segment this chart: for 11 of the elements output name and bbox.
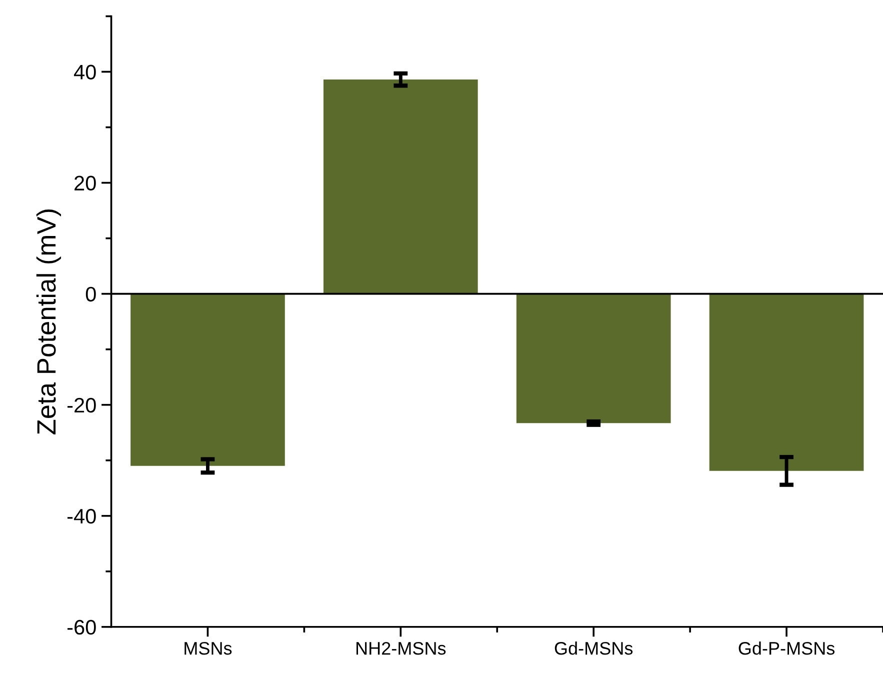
y-tick-label: 40 (74, 64, 96, 80)
y-tick-label: -40 (67, 508, 96, 524)
y-tick-label: 20 (74, 176, 96, 191)
x-tick-label: MSNs (184, 642, 232, 655)
x-tick-label: Gd-P-MSNs (738, 641, 835, 655)
y-tick-label: 0 (86, 286, 96, 302)
y-tick-label: -20 (67, 398, 96, 413)
y-axis-title: Zeta Potential (mV) (36, 210, 61, 434)
x-tick-label: Gd-MSNs (554, 641, 633, 655)
x-tick-label: NH2-MSNs (356, 642, 446, 655)
y-tick-label: -60 (67, 620, 96, 635)
